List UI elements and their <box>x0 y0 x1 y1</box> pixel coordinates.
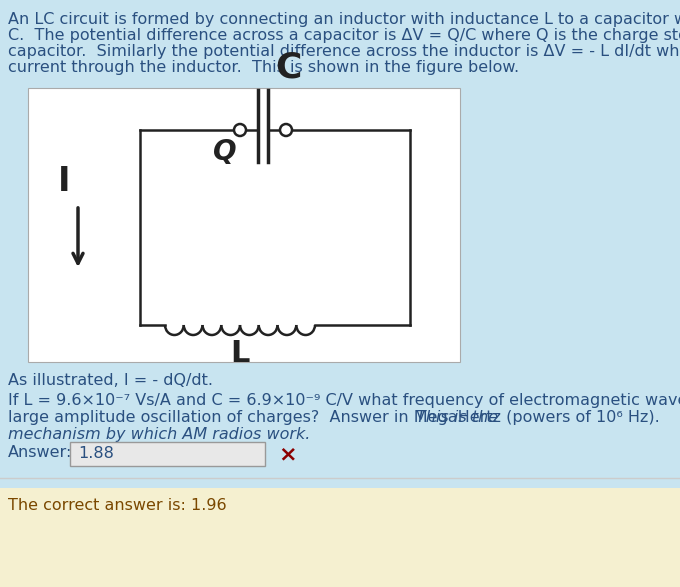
Text: If L = 9.6×10⁻⁷ Vs/A and C = 6.9×10⁻⁹ C/V what frequency of electromagnetic wave: If L = 9.6×10⁻⁷ Vs/A and C = 6.9×10⁻⁹ C/… <box>8 393 680 408</box>
Text: capacitor.  Similarly the potential difference across the inductor is ΔV = - L d: capacitor. Similarly the potential diffe… <box>8 44 680 59</box>
Text: The correct answer is: 1.96: The correct answer is: 1.96 <box>8 498 226 513</box>
Text: This is the: This is the <box>416 410 498 425</box>
Text: ×: × <box>278 444 296 464</box>
Text: 1.88: 1.88 <box>78 447 114 461</box>
Text: As illustrated, I = - dQ/dt.: As illustrated, I = - dQ/dt. <box>8 373 213 388</box>
Text: An LC circuit is formed by connecting an inductor with inductance L to a capacit: An LC circuit is formed by connecting an… <box>8 12 680 27</box>
FancyBboxPatch shape <box>70 442 265 466</box>
Text: C: C <box>275 51 301 85</box>
Text: Q: Q <box>213 138 237 166</box>
Text: L: L <box>231 339 250 368</box>
Text: Answer:: Answer: <box>8 445 72 460</box>
Text: large amplitude oscillation of charges?  Answer in MegaHertz (powers of 10⁶ Hz).: large amplitude oscillation of charges? … <box>8 410 670 425</box>
Bar <box>28 88 460 362</box>
Circle shape <box>234 124 246 136</box>
Text: current through the inductor.  This is shown in the figure below.: current through the inductor. This is sh… <box>8 60 519 75</box>
Text: C.  The potential difference across a capacitor is ΔV = Q/C where Q is the charg: C. The potential difference across a cap… <box>8 28 680 43</box>
Text: I: I <box>58 165 71 198</box>
Circle shape <box>280 124 292 136</box>
Bar <box>0 488 680 587</box>
Text: mechanism by which AM radios work.: mechanism by which AM radios work. <box>8 427 310 442</box>
